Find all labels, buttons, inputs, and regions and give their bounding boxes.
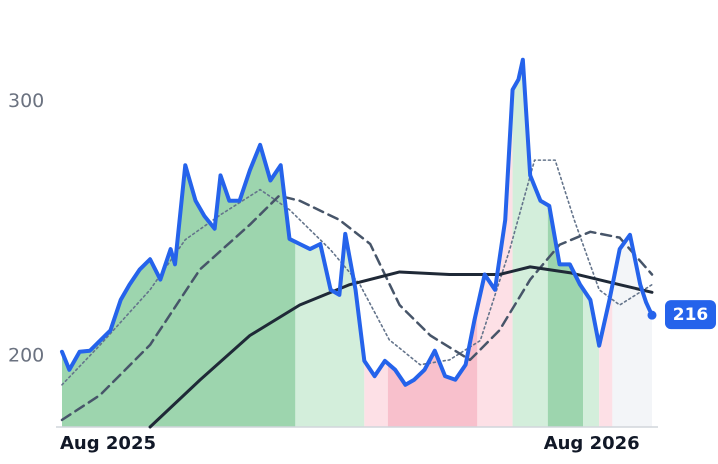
x-tick-label: Aug 2025 (60, 433, 156, 454)
last-price-badge (665, 300, 716, 330)
last-price-label: 216 (673, 305, 709, 325)
price-area (62, 59, 652, 427)
regime-band (387, 59, 478, 427)
regime-band (512, 59, 548, 427)
last-price-dot (647, 310, 657, 320)
regime-band (612, 59, 652, 427)
y-tick-label: 300 (8, 90, 44, 112)
moving-average-line (61, 159, 653, 386)
moving-average-line (148, 265, 654, 429)
regime-band (295, 59, 365, 427)
y-tick-label: 200 (8, 344, 44, 366)
price-line (60, 57, 654, 387)
regime-band (547, 59, 584, 427)
regime-band (583, 59, 600, 427)
x-tick-label: Aug 2026 (544, 433, 640, 454)
regime-band (599, 59, 613, 427)
